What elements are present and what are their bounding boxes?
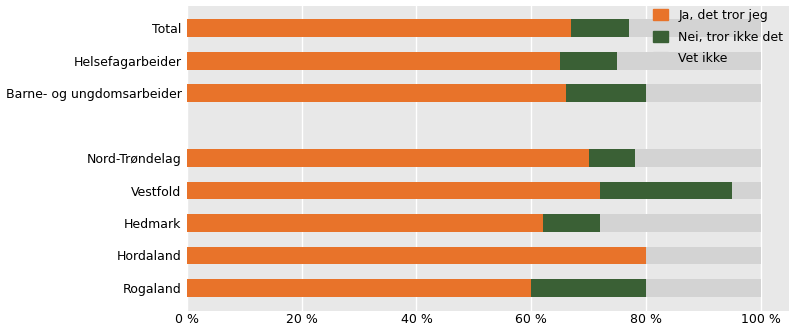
Bar bbox=[560, 52, 617, 70]
Bar bbox=[634, 149, 761, 167]
Bar bbox=[600, 214, 761, 232]
Bar bbox=[187, 52, 560, 70]
Bar bbox=[588, 149, 634, 167]
Bar bbox=[531, 279, 646, 297]
Bar bbox=[646, 247, 761, 264]
Bar bbox=[543, 214, 600, 232]
Bar bbox=[187, 20, 572, 37]
Bar bbox=[187, 247, 646, 264]
Bar bbox=[646, 279, 761, 297]
Bar bbox=[646, 84, 761, 102]
Bar bbox=[187, 182, 600, 200]
Legend: Ja, det tror jeg, Nei, tror ikke det, Vet ikke: Ja, det tror jeg, Nei, tror ikke det, Ve… bbox=[653, 9, 783, 65]
Bar bbox=[600, 182, 732, 200]
Bar bbox=[572, 20, 629, 37]
Bar bbox=[187, 214, 543, 232]
Bar bbox=[187, 279, 531, 297]
Bar bbox=[566, 84, 646, 102]
Bar bbox=[187, 149, 588, 167]
Bar bbox=[187, 84, 566, 102]
Bar bbox=[732, 182, 761, 200]
Bar bbox=[617, 52, 761, 70]
Bar bbox=[629, 20, 761, 37]
